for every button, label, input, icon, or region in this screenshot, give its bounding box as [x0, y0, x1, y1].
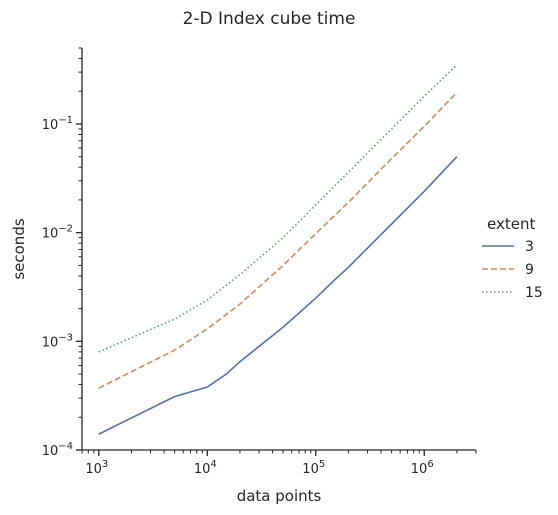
- y-tick-label: 10−2: [42, 224, 73, 242]
- x-tick-label: 106: [411, 459, 434, 477]
- series-line-9: [98, 91, 458, 389]
- y-axis-ticks: 10−4 10−3 10−2 10−1: [42, 47, 82, 459]
- x-tick-label: 104: [194, 459, 217, 477]
- series-line-3: [98, 156, 458, 435]
- legend-label-9: 9: [525, 262, 534, 278]
- chart-title: 2-D Index cube time: [183, 9, 356, 29]
- x-tick-label: 105: [302, 459, 325, 477]
- y-tick-label: 10−1: [42, 115, 73, 133]
- x-axis-ticks: 103 104 105 106: [81, 450, 477, 477]
- x-tick-label: 103: [85, 459, 108, 477]
- y-axis-label: seconds: [10, 218, 28, 279]
- legend-label-15: 15: [525, 285, 543, 301]
- series-line-15: [98, 64, 458, 353]
- legend-label-3: 3: [525, 239, 534, 255]
- legend-items: 3 9 15: [482, 239, 543, 301]
- y-tick-label: 10−4: [42, 441, 73, 459]
- series-lines: [98, 64, 458, 435]
- y-tick-label: 10−3: [42, 332, 73, 350]
- plot-area: 103 104 105 106 10−4 10−3 10−2 10−1: [42, 47, 477, 477]
- x-axis-label: data points: [237, 487, 322, 505]
- legend: extent 3 9 15: [482, 215, 543, 301]
- legend-title: extent: [487, 215, 535, 233]
